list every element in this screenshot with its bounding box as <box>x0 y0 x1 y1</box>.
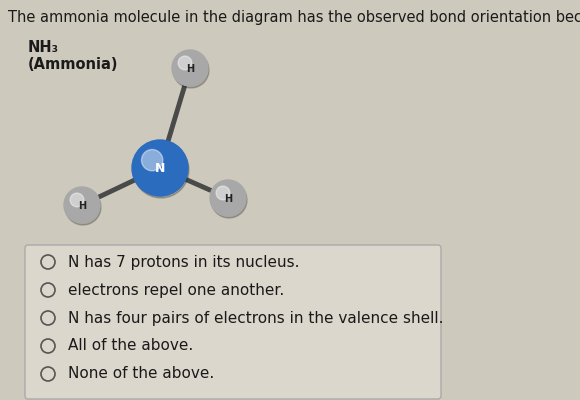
Circle shape <box>178 56 192 70</box>
Circle shape <box>64 187 100 223</box>
Text: H: H <box>78 201 86 211</box>
Circle shape <box>132 140 188 196</box>
Text: H: H <box>224 194 232 204</box>
Circle shape <box>211 182 247 218</box>
Text: N has 7 protons in its nucleus.: N has 7 protons in its nucleus. <box>68 254 299 270</box>
Text: The ammonia molecule in the diagram has the observed bond orientation because ..: The ammonia molecule in the diagram has … <box>8 10 580 25</box>
Circle shape <box>65 189 101 225</box>
Text: NH₃: NH₃ <box>28 40 59 55</box>
Circle shape <box>216 186 230 200</box>
Text: N has four pairs of electrons in the valence shell.: N has four pairs of electrons in the val… <box>68 310 444 326</box>
Circle shape <box>133 142 189 198</box>
Circle shape <box>173 52 209 88</box>
Text: H: H <box>186 64 194 74</box>
Text: electrons repel one another.: electrons repel one another. <box>68 282 284 298</box>
FancyBboxPatch shape <box>25 245 441 399</box>
Text: None of the above.: None of the above. <box>68 366 214 382</box>
Text: All of the above.: All of the above. <box>68 338 193 354</box>
Circle shape <box>70 193 84 207</box>
Text: N: N <box>155 162 165 176</box>
Circle shape <box>142 150 163 171</box>
Circle shape <box>210 180 246 216</box>
Text: (Ammonia): (Ammonia) <box>28 57 118 72</box>
Circle shape <box>172 50 208 86</box>
